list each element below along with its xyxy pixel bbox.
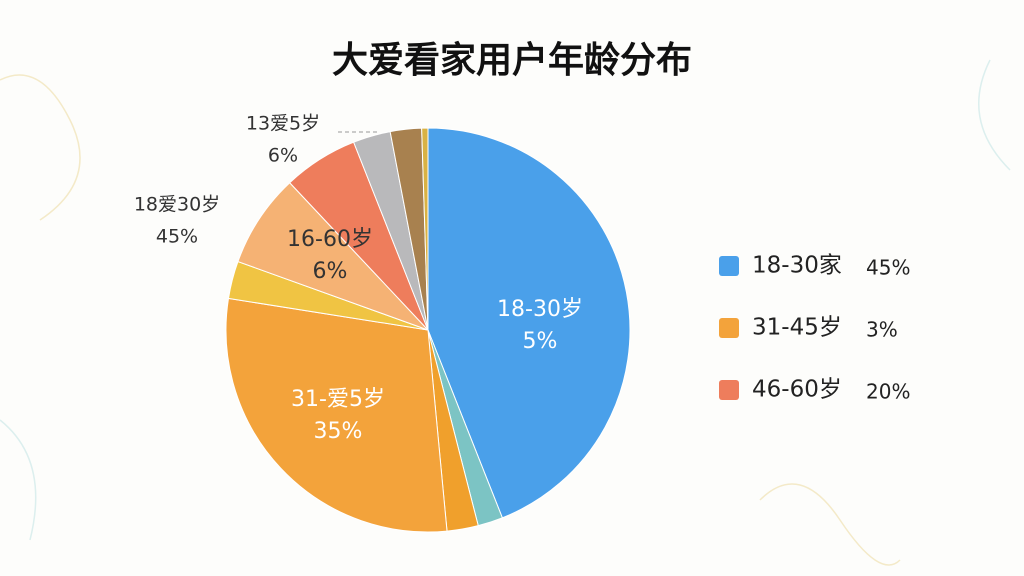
pie-slice (225, 297, 448, 533)
pie-slice (421, 127, 429, 331)
slice-label: 18-30岁 (497, 297, 583, 322)
slice-label: 6% (268, 145, 298, 167)
slice-label: 18爱30岁 (134, 194, 220, 216)
slice-label: 16-60岁 (287, 227, 373, 252)
legend-swatch (719, 256, 739, 276)
slice-label: 45% (156, 226, 198, 248)
chart-title: 大爱看家用户年龄分布 (332, 40, 692, 81)
legend-label: 18-30家 (752, 253, 842, 279)
slice-label: 13爱5岁 (246, 113, 320, 135)
slice-label: 5% (523, 329, 558, 354)
slice-label: 31-爱5岁 (291, 387, 385, 412)
legend-value: 3% (866, 318, 898, 342)
legend-value: 20% (866, 380, 910, 404)
decoration (0, 59, 1011, 566)
legend-label: 46-60岁 (752, 377, 842, 403)
legend-swatch (719, 318, 739, 338)
slice-label: 35% (314, 419, 363, 444)
pie-slice (237, 182, 429, 331)
pie-slice (427, 127, 631, 519)
slice-label: 6% (313, 259, 348, 284)
legend-value: 45% (866, 256, 910, 280)
legend-swatch (719, 380, 739, 400)
legend-label: 31-45岁 (752, 315, 842, 341)
